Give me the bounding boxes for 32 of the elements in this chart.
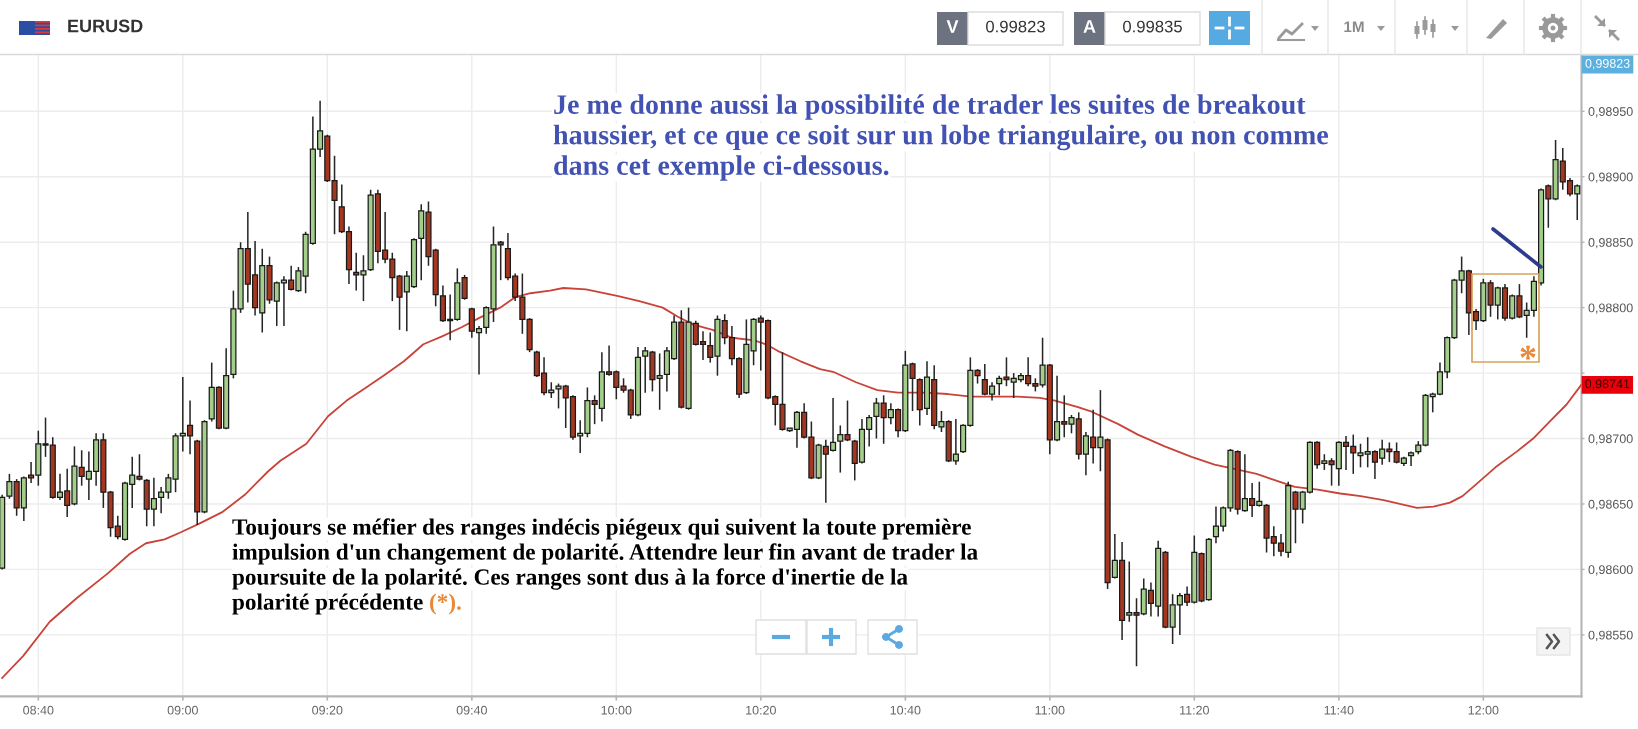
x-tick-label: 11:00 <box>1035 705 1065 715</box>
annotation: (*). <box>430 593 461 615</box>
x-tick-label: 12:00 <box>1468 705 1499 715</box>
text: A <box>1083 20 1096 33</box>
chart-title: EURUSD <box>68 19 143 33</box>
candlestick <box>1407 450 1415 467</box>
x-tick-label: 10:00 <box>601 705 632 715</box>
x-tick-label: 10:20 <box>746 705 776 715</box>
text: V <box>946 20 959 33</box>
annotation: polarité précédente <box>232 593 423 615</box>
y-tick-label: 0,98850 <box>1588 237 1633 249</box>
x-tick-label: 11:20 <box>1180 705 1209 715</box>
text: 1M <box>1344 21 1364 32</box>
y-tick-label: 0,98700 <box>1588 434 1633 445</box>
text: 0.99835 <box>1123 20 1182 33</box>
text: 0,99823 <box>1585 59 1630 70</box>
y-tick-label: 0,98800 <box>1588 303 1633 314</box>
x-tick-label: 08:40 <box>23 705 54 715</box>
y-tick-label: 0,98550 <box>1588 630 1633 642</box>
y-tick-label: 0,98950 <box>1588 107 1633 118</box>
text: 0.99823 <box>986 20 1045 33</box>
x-tick-label: 09:40 <box>456 705 487 715</box>
annotation: * <box>1520 345 1536 360</box>
y-tick-label: 0,98900 <box>1588 172 1633 183</box>
x-tick-label: 10:40 <box>890 705 921 715</box>
y-tick-label: 0,98650 <box>1588 499 1633 511</box>
x-tick-label: 09:20 <box>312 705 343 715</box>
y-tick-label: 0,98600 <box>1588 565 1633 576</box>
x-tick-label: 09:00 <box>167 705 198 715</box>
annotation: Je me donne aussi la possibilité de trader les suites de breakout haussier, et ce que ce soit sur un lobe triangulaire, ou non comme dans cet exemple ci-dessous. <box>553 94 1329 181</box>
annotation: 0,98741 <box>1585 379 1630 390</box>
x-tick-label: 11:40 <box>1324 705 1354 715</box>
